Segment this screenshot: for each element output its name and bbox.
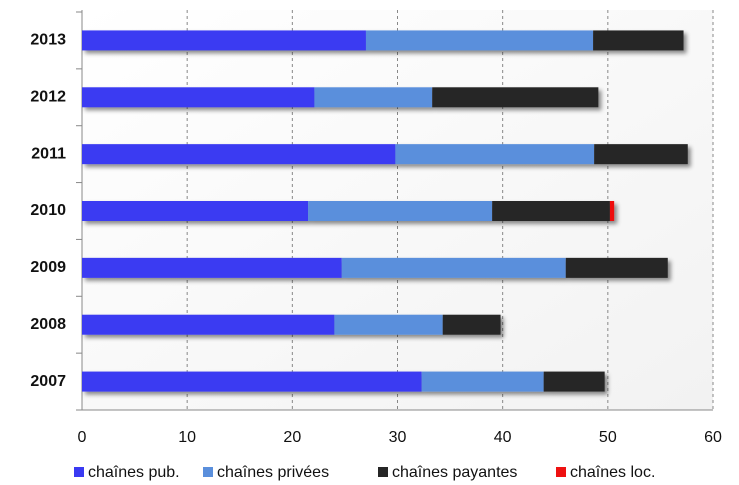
bar-segment <box>365 30 594 51</box>
bar-segment <box>609 201 615 221</box>
x-tick-label: 30 <box>389 429 407 446</box>
legend-label: chaînes pub. <box>88 464 180 481</box>
legend-swatch <box>378 467 388 477</box>
bar-segment <box>82 144 396 165</box>
legend-swatch <box>74 467 84 477</box>
y-tick-label: 2012 <box>30 89 66 106</box>
bar-group <box>82 371 605 392</box>
y-tick-label: 2013 <box>30 32 66 49</box>
x-tick-label: 20 <box>283 429 301 446</box>
x-tick-label: 10 <box>178 429 196 446</box>
bar-group <box>82 257 668 278</box>
y-tick-label: 2009 <box>30 259 66 276</box>
bar-segment <box>82 201 309 221</box>
x-tick-label: 0 <box>78 429 87 446</box>
bar-segment <box>432 87 599 108</box>
legend-label: chaînes loc. <box>570 464 655 481</box>
legend-swatch <box>556 467 566 477</box>
bar-group <box>82 314 501 335</box>
bar-segment <box>334 314 443 335</box>
bar-segment <box>308 201 493 221</box>
y-tick-label: 2007 <box>30 373 66 390</box>
y-tick-label: 2008 <box>30 316 66 333</box>
bar-segment <box>395 144 595 165</box>
bar-segment <box>341 257 566 278</box>
x-tick-label: 60 <box>704 429 722 446</box>
bar-segment <box>82 371 422 392</box>
bar-group <box>82 144 688 165</box>
bar-group <box>82 30 684 51</box>
x-tick-label: 40 <box>494 429 512 446</box>
bar-group <box>82 201 615 221</box>
bar-segment <box>82 87 315 108</box>
bar-segment <box>565 257 668 278</box>
bar-segment <box>82 257 342 278</box>
bar-segment <box>442 314 501 335</box>
bar-segment <box>82 30 366 51</box>
legend-label: chaînes payantes <box>392 464 517 481</box>
bar-segment <box>82 314 335 335</box>
bar-segment <box>593 30 684 51</box>
y-tick-label: 2011 <box>31 145 66 162</box>
legend-label: chaînes privées <box>217 464 329 481</box>
bar-segment <box>492 201 610 221</box>
bar-segment <box>421 371 544 392</box>
y-tick-label: 2010 <box>30 202 66 219</box>
bar-segment <box>314 87 433 108</box>
legend-swatch <box>203 467 213 477</box>
bar-segment <box>594 144 688 165</box>
x-tick-label: 50 <box>599 429 617 446</box>
bar-segment <box>543 371 605 392</box>
bar-group <box>82 87 599 108</box>
